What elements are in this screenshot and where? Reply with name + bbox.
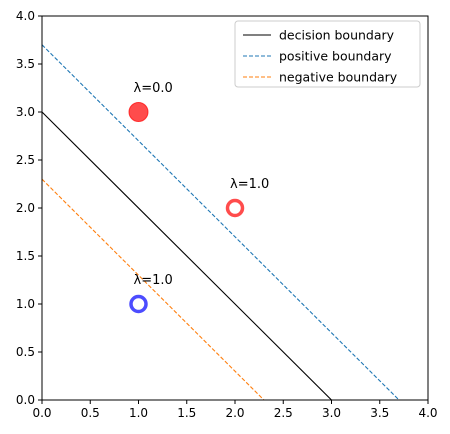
x-tick-label-7: 3.5 (370, 406, 389, 420)
y-tick-label-7: 3.5 (16, 57, 35, 71)
series-line-1 (42, 111, 332, 400)
x-tick-label-6: 3.0 (322, 406, 341, 420)
x-tick-label-8: 4.0 (418, 406, 437, 420)
legend: decision boundary positive boundary negati… (234, 20, 421, 88)
x-tick-label-4: 2.0 (225, 406, 244, 420)
x-tick-label-1: 0.5 (81, 406, 100, 420)
series-line-2 (42, 44, 400, 400)
y-tick-label-1: 0.5 (16, 345, 35, 359)
x-tick-label-5: 2.5 (274, 406, 293, 420)
legend-label-1: decision boundary (279, 28, 395, 43)
point-label-3: λ=1.0 (134, 273, 173, 288)
plot-area: λ=0.0 λ=1.0 λ=1.0 (42, 44, 400, 400)
series-group (42, 44, 400, 400)
series-line-3 (42, 178, 265, 400)
y-tick-label-6: 3.0 (16, 105, 35, 119)
y-tick-label-5: 2.5 (16, 153, 35, 167)
y-tick-label-3: 1.5 (16, 249, 35, 263)
data-point-2 (225, 198, 245, 218)
data-point-3 (129, 294, 148, 314)
x-tick-label-3: 1.5 (177, 406, 196, 420)
y-tick-label-4: 2.0 (16, 201, 35, 215)
y-tick-label-8: 4.0 (16, 9, 35, 23)
y-tick-label-0: 0.0 (16, 393, 35, 407)
x-tick-label-0: 0.0 (32, 406, 51, 420)
x-tick-label-2: 1.0 (129, 406, 148, 420)
data-point-1 (128, 102, 149, 122)
y-tick-label-2: 1.0 (16, 297, 35, 311)
point-label-1: λ=0.0 (134, 81, 173, 96)
point-label-2: λ=1.0 (230, 177, 269, 192)
axes: 0.0 0.5 1.0 1.5 2.0 2.5 3.0 3.5 4.0 0.0 0.5 1.0 1.5 2… (16, 9, 438, 420)
legend-label-2: positive boundary (279, 49, 392, 64)
legend-box (234, 20, 421, 88)
legend-label-3: negative boundary (279, 70, 398, 85)
